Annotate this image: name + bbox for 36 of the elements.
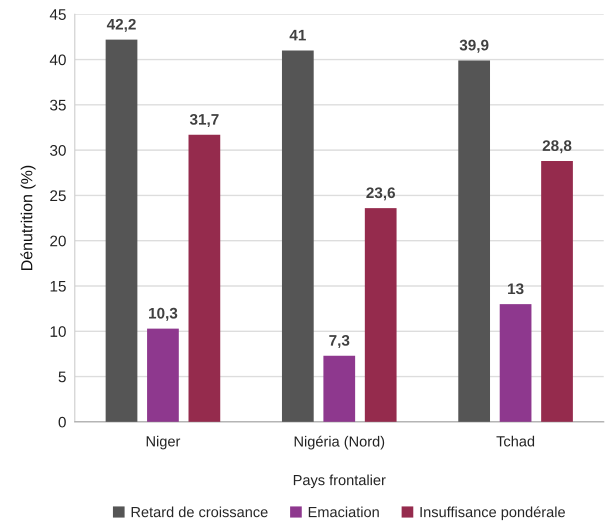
y-tick-label: 35	[50, 100, 66, 111]
data-label: 23,6	[366, 187, 396, 200]
y-tick-label: 15	[50, 281, 66, 292]
y-tick-label: 25	[50, 190, 66, 202]
data-label: 31,7	[190, 114, 219, 127]
legend-label: Retard de croissance	[132, 506, 268, 518]
y-tick-label: 45	[50, 9, 66, 20]
data-label: 28,8	[542, 140, 572, 154]
data-label: 13	[508, 283, 524, 294]
y-tick-label: 10	[50, 326, 66, 337]
data-label: 7,3	[329, 334, 350, 348]
legend-label: Insuffisance pondérale	[420, 506, 565, 520]
x-tick-label: Tchad	[496, 436, 534, 446]
y-tick-label: 30	[50, 144, 66, 156]
bar	[147, 328, 179, 422]
y-axis-title: Dénutrition (%)	[20, 166, 36, 270]
bar	[500, 304, 532, 422]
data-label: 41	[290, 30, 306, 40]
x-tick-label: Niger	[146, 436, 180, 450]
y-tick-label: 20	[50, 236, 66, 246]
data-label: 10,3	[149, 308, 178, 321]
y-tick-label: 40	[50, 54, 66, 66]
bar	[364, 208, 397, 422]
legend-label: Emaciation	[308, 506, 379, 518]
data-label: 42,2	[106, 18, 136, 32]
bar	[458, 60, 490, 422]
data-label: 39,9	[460, 40, 488, 53]
bar	[282, 50, 314, 422]
bar	[188, 134, 220, 422]
y-tick-label: 5	[58, 372, 66, 382]
bar	[323, 356, 356, 422]
x-tick-label: Nigéria (Nord)	[294, 436, 384, 450]
x-axis-title: Pays frontalier	[294, 474, 386, 488]
bar	[541, 161, 573, 422]
bar	[106, 40, 138, 422]
y-tick-label: 0	[58, 416, 66, 428]
